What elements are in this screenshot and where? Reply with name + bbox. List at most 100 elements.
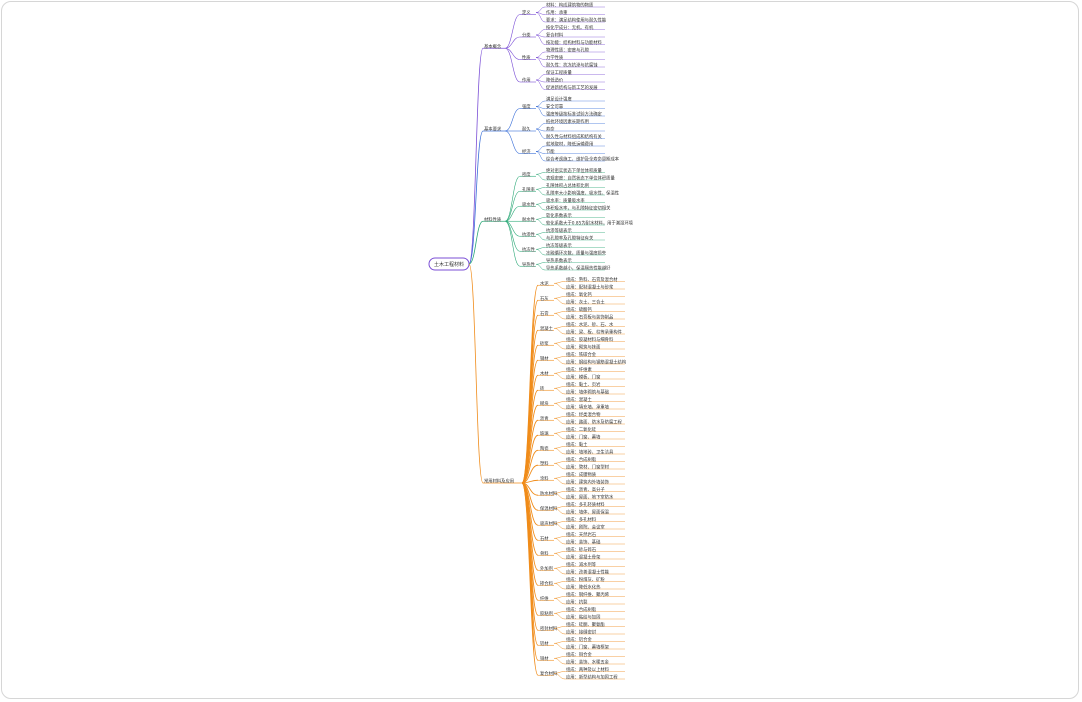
connector	[553, 296, 566, 299]
leaf-label: 应用：管材、门窗型材	[566, 464, 610, 471]
leaf-label: 组成：合成树脂	[566, 456, 597, 463]
connector	[553, 311, 566, 314]
leaf-label: 耐久性与材料组成和结构有关	[546, 133, 603, 140]
connector	[553, 446, 566, 449]
connector	[468, 220, 484, 265]
connector	[553, 283, 566, 290]
leaf-label: 组成：氧化钙	[566, 291, 592, 298]
leaf-label: 应用：建筑内外墙装饰	[566, 479, 610, 486]
leaf-label: 与孔隙率及孔隙特征有关	[546, 235, 594, 242]
child-label: 塑料	[540, 460, 549, 467]
leaf-label: 应用：墙地砖、卫生洁具	[566, 449, 614, 456]
child-label: 掺合料	[540, 580, 554, 587]
leaf-label: 应用：新型结构与加固工程	[566, 674, 618, 681]
connector	[521, 434, 539, 484]
child-label: 抗冻性	[522, 246, 536, 253]
child-label: 沥青	[540, 415, 549, 422]
connector	[553, 581, 566, 584]
child-label: 分类	[522, 32, 531, 39]
connector	[553, 598, 566, 605]
child-label: 保温材料	[540, 505, 558, 512]
branch-label: 常用材料及应用	[484, 478, 514, 485]
connector	[504, 36, 521, 49]
leaf-label: 组成：硫酸钙	[566, 306, 592, 313]
leaf-label: 应用：钢结构与钢筋混凝土结构	[566, 359, 627, 366]
connector	[504, 220, 521, 252]
connector	[535, 6, 546, 13]
connector	[535, 264, 546, 271]
child-label: 密度	[522, 171, 531, 178]
branch-label: 基本要求	[484, 126, 502, 133]
connector	[553, 313, 566, 320]
leaf-label: 应用：门窗、幕墙框架	[566, 644, 610, 651]
connector	[553, 463, 566, 470]
child-label: 性质	[522, 54, 531, 61]
connector	[468, 47, 484, 265]
connector	[535, 187, 546, 190]
connector	[504, 205, 521, 222]
child-label: 铝材	[540, 640, 549, 647]
child-label: 木材	[540, 370, 549, 377]
leaf-label: 保证工程质量	[546, 69, 572, 76]
connector	[553, 388, 566, 395]
child-label: 石膏	[540, 310, 549, 317]
connector	[553, 386, 566, 389]
leaf-label: 应用：粘结与加固	[566, 614, 600, 621]
connector	[553, 403, 566, 410]
leaf-label: 降低造价	[546, 77, 564, 84]
leaf-label: 组成：成膜物质	[566, 471, 597, 478]
leaf-label: 物理性质：密度与孔隙	[546, 47, 590, 54]
leaf-label: 复合材料	[546, 32, 564, 39]
leaf-label: 组成：黏土	[566, 441, 588, 448]
leaf-label: 组成：混凝土	[566, 396, 592, 403]
leaf-label: 组成：二氧化硅	[566, 426, 597, 433]
connector	[535, 174, 546, 181]
connector	[553, 416, 566, 419]
connector	[535, 29, 546, 36]
connector	[553, 476, 566, 479]
connector	[553, 448, 566, 455]
leaf-label: 组成：铁碳合金	[566, 351, 597, 358]
leaf-label: 组成：沥青、高分子	[566, 486, 605, 493]
leaf-label: 组成：水泥、砂、石、水	[566, 321, 614, 328]
connector	[535, 123, 546, 130]
connector	[553, 493, 566, 500]
connector	[535, 232, 546, 235]
leaf-label: 应用：屋面、地下室防水	[566, 494, 614, 501]
connector	[504, 108, 521, 132]
child-label: 混凝土	[540, 325, 554, 332]
leaf-label: 按功能：结构材料与功能材料	[546, 39, 603, 46]
child-label: 复合材料	[540, 670, 558, 677]
leaf-label: 满足设计强度	[546, 96, 572, 103]
connector	[553, 401, 566, 404]
leaf-label: 应用：梁、板、柱等承重构件	[566, 329, 623, 336]
leaf-label: 应用：砌筑与抹面	[566, 344, 601, 351]
connector	[553, 656, 566, 659]
leaf-label: 要求：满足结构使用与耐久性能	[546, 17, 607, 24]
child-label: 胶粘剂	[540, 610, 553, 617]
leaf-label: 组成：合成树脂	[566, 606, 597, 613]
connector	[553, 433, 566, 440]
leaf-label: 抗渗等级表示	[546, 227, 572, 234]
connector	[535, 12, 546, 23]
child-label: 砂浆	[540, 340, 549, 347]
connector	[535, 100, 546, 107]
connector	[553, 641, 566, 644]
child-label: 防水材料	[540, 490, 558, 497]
connector	[553, 568, 566, 575]
connector	[468, 263, 484, 484]
leaf-label: 组成：砂与碎石	[566, 546, 597, 553]
connector	[553, 658, 566, 665]
child-label: 吸声材料	[540, 520, 558, 527]
connector	[535, 204, 546, 211]
connector	[553, 281, 566, 284]
connector	[553, 358, 566, 365]
child-label: 钢材	[540, 355, 549, 362]
leaf-label: 组成：多孔轻质材料	[566, 501, 605, 508]
connector	[535, 219, 546, 226]
child-label: 骨料	[540, 550, 549, 557]
connector	[553, 523, 566, 530]
leaf-label: 材料：构成建筑物的物质	[546, 2, 594, 9]
